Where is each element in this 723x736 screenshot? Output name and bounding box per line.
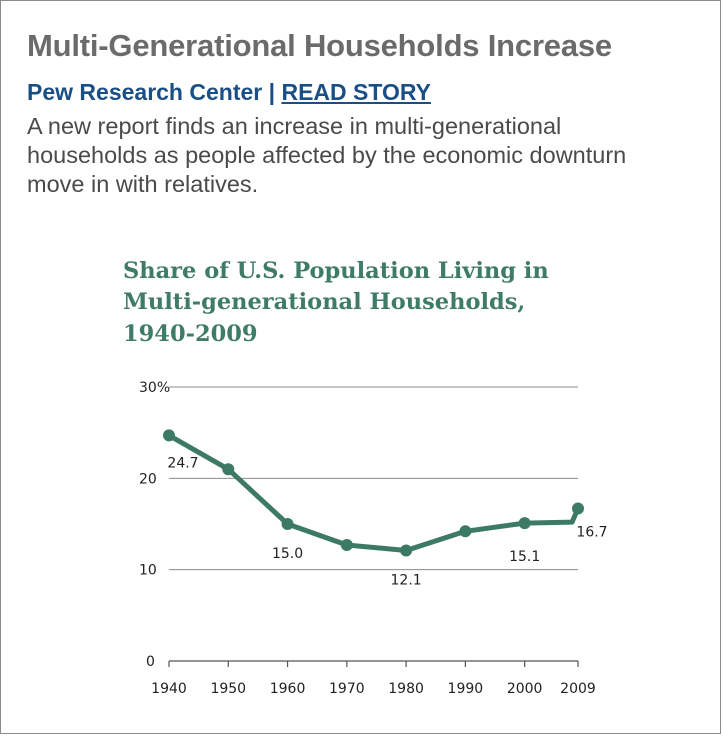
y-axis: 0 10 20 30% (139, 380, 170, 670)
y-tick-label: 0 (146, 654, 155, 670)
data-label: 12.1 (391, 572, 422, 588)
data-label: 24.7 (167, 455, 198, 471)
y-tick-label: 30% (139, 380, 170, 396)
y-tick-label: 20 (139, 471, 157, 487)
data-point (572, 502, 584, 515)
x-tick-label: 1940 (151, 681, 187, 697)
data-point (281, 518, 294, 530)
series-line (166, 432, 581, 553)
story-summary: A new report finds an increase in multi-… (27, 113, 627, 197)
series (163, 429, 584, 557)
data-labels: 24.7 15.0 12.1 15.1 16.7 (167, 455, 607, 588)
data-point (340, 539, 353, 552)
byline-separator: | (262, 79, 282, 105)
byline: Pew Research Center | READ STORY (27, 79, 431, 106)
chart-title-line: Share of U.S. Population Living in (123, 258, 549, 284)
data-point (400, 544, 413, 557)
x-tick-label: 1980 (388, 681, 424, 697)
chart-title: Share of U.S. Population Living in Multi… (123, 258, 549, 347)
x-axis: 1940 1950 1960 1970 1980 1990 2000 2009 (151, 661, 596, 697)
x-tick-label: 2000 (507, 681, 543, 697)
chart-title-line: Multi-generational Households, (123, 289, 525, 315)
chart-title-line: 1940-2009 (123, 321, 258, 347)
headline: Multi-Generational Households Increase (27, 28, 612, 63)
x-tick-label: 1960 (270, 681, 306, 697)
data-point (222, 463, 235, 476)
data-label: 16.7 (576, 524, 607, 540)
x-tick-label: 1990 (448, 681, 484, 697)
read-story-link[interactable]: READ STORY (281, 79, 431, 105)
data-point (163, 429, 175, 442)
source-name: Pew Research Center (27, 79, 263, 105)
x-tick-label: 1950 (210, 681, 246, 697)
x-tick-label: 1970 (329, 681, 365, 697)
data-label: 15.0 (272, 546, 303, 562)
y-tick-label: 10 (139, 563, 157, 579)
data-point (459, 525, 472, 538)
data-point (518, 517, 531, 530)
x-tick-label: 2009 (560, 681, 596, 697)
data-label: 15.1 (509, 549, 540, 565)
